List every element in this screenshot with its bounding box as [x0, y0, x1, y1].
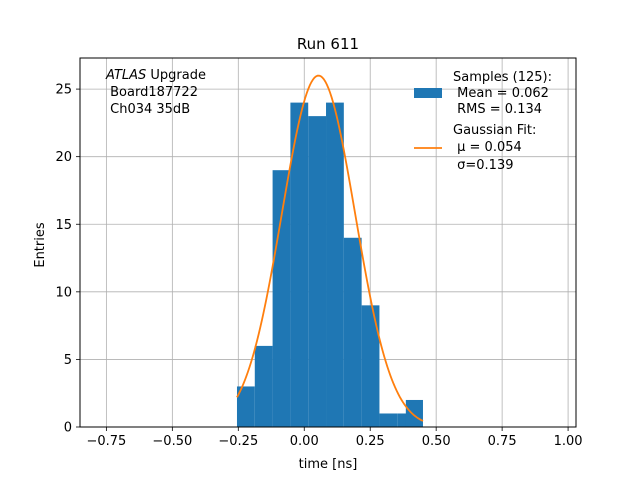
legend: Samples (125): Mean = 0.062 RMS = 0.134 …: [414, 70, 552, 173]
legend-samples-line-3: RMS = 0.134: [453, 102, 542, 117]
legend-fit-line-3: σ=0.139: [453, 158, 513, 173]
x-tick-label: 0.50: [422, 434, 451, 449]
histogram-bars: [236, 102, 423, 427]
y-tick-label: 15: [55, 218, 72, 233]
histogram-bar: [343, 237, 362, 427]
gaussian-fit-line: [236, 74, 424, 422]
annotation: ATLAS Upgrade Board187722 Ch034 35dB: [105, 68, 206, 117]
legend-samples-line-1: Samples (125):: [453, 70, 552, 85]
histogram-bar: [405, 399, 423, 427]
annotation-line-3: Ch034 35dB: [106, 102, 190, 117]
x-tick-label: −0.75: [86, 434, 126, 449]
histogram-bar: [290, 102, 309, 427]
annotation-line-2: Board187722: [106, 85, 198, 100]
legend-samples-line-2: Mean = 0.062: [453, 86, 549, 101]
legend-fit-line-1: Gaussian Fit:: [453, 123, 536, 138]
x-tick-label: −0.50: [152, 434, 192, 449]
gaussian-fit: [236, 74, 424, 422]
y-tick-label: 10: [55, 285, 72, 300]
y-tick-label: 0: [64, 421, 72, 436]
annotation-atlas: ATLAS: [105, 68, 146, 83]
histogram-bar: [254, 345, 273, 427]
annotation-upgrade: Upgrade: [146, 68, 206, 83]
y-tick-label: 25: [55, 83, 72, 98]
y-tick-label: 20: [55, 150, 72, 165]
plot-frame: [79, 57, 577, 428]
annotation-line-1: ATLAS Upgrade: [105, 68, 206, 83]
x-tick-label: −0.25: [218, 434, 258, 449]
x-tick-label: 1.00: [554, 434, 583, 449]
histogram-bar: [379, 413, 398, 427]
chart-title: Run 611: [297, 35, 359, 53]
y-tick-label: 5: [64, 353, 72, 368]
legend-fit-line-2: μ = 0.054: [453, 140, 522, 155]
y-axis-ticks: 0 5 10 15 20 25: [55, 83, 80, 436]
x-tick-label: 0.25: [356, 434, 385, 449]
legend-samples-swatch: [414, 88, 442, 98]
histogram-bar: [326, 102, 344, 427]
histogram-bar: [272, 170, 291, 427]
y-axis-label: Entries: [33, 222, 48, 268]
x-tick-label: 0.00: [290, 434, 319, 449]
histogram-bar: [361, 305, 380, 427]
histogram-bar: [236, 386, 255, 427]
x-axis-label: time [ns]: [299, 457, 358, 472]
x-axis-ticks: −0.75 −0.50 −0.25 0.00 0.25 0.50 0.75 1.00: [86, 427, 583, 449]
histogram-bar: [308, 116, 327, 427]
x-tick-label: 0.75: [488, 434, 517, 449]
